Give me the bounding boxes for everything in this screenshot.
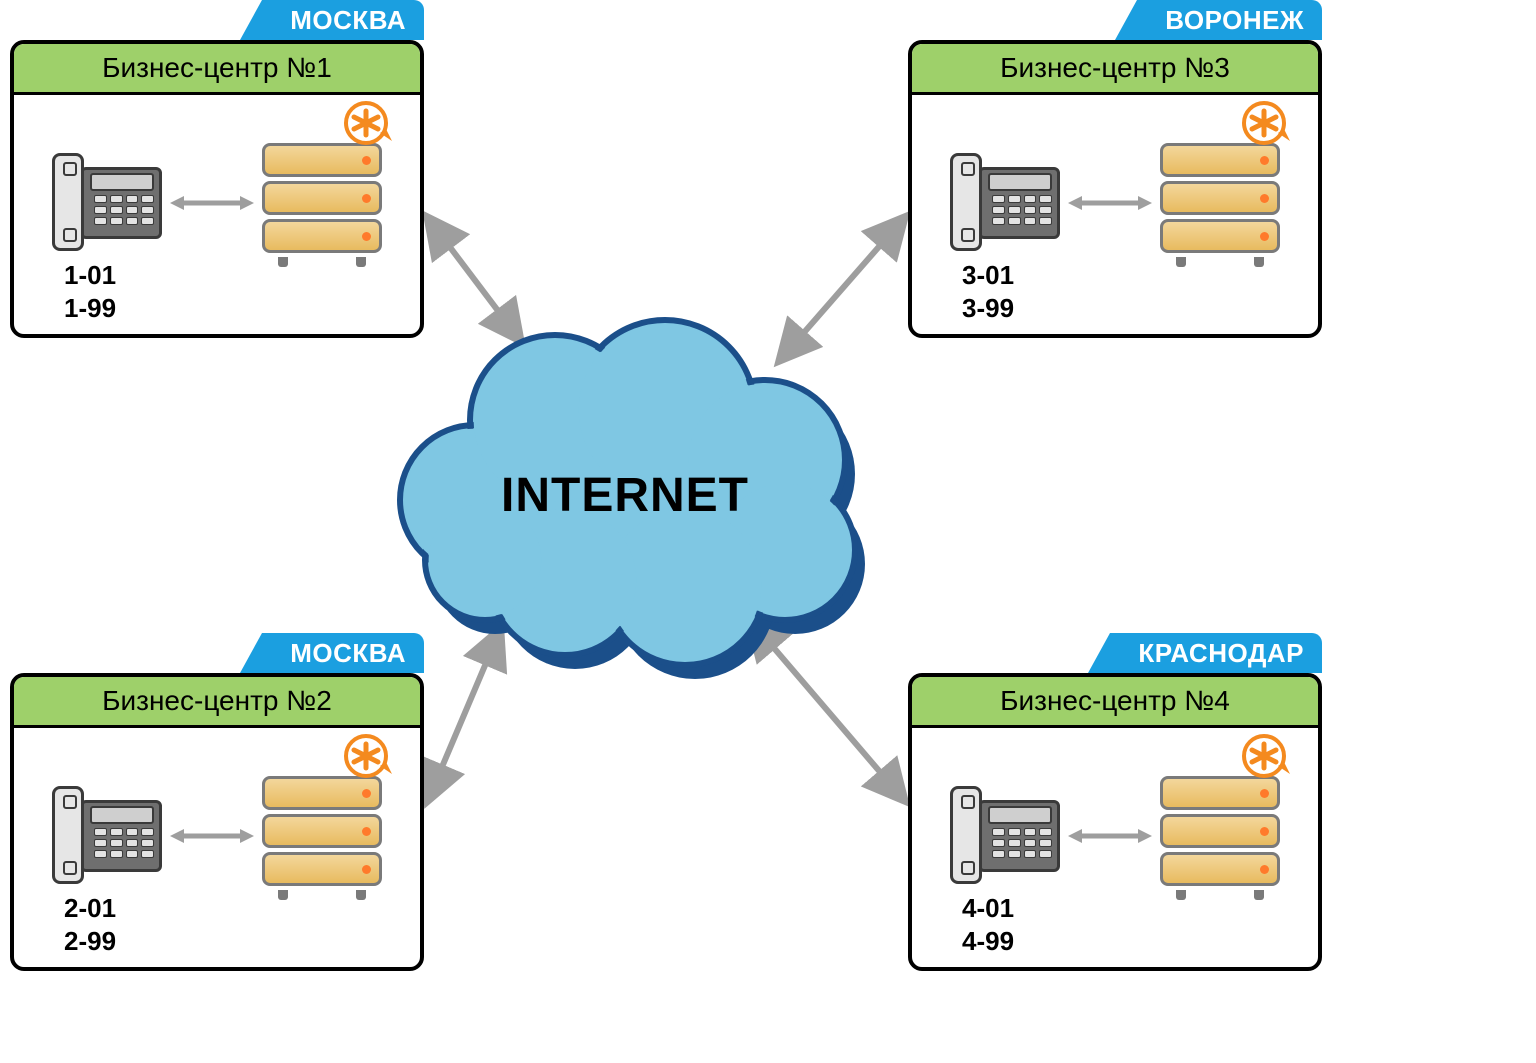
- card-title: Бизнес-центр №4: [912, 677, 1318, 728]
- ext-from: 4-01: [962, 892, 1014, 925]
- phone-icon: [950, 786, 1060, 880]
- card-title: Бизнес-центр №3: [912, 44, 1318, 95]
- asterisk-icon: [1238, 99, 1290, 151]
- server-icon: [1160, 776, 1280, 900]
- site-card-bc1: МОСКВА Бизнес-центр №1: [10, 0, 424, 298]
- extension-range: 1-01 1-99: [64, 259, 116, 324]
- card-frame: Бизнес-центр №2: [10, 673, 424, 971]
- ext-to: 1-99: [64, 292, 116, 325]
- ext-from: 1-01: [64, 259, 116, 292]
- site-card-bc3: ВОРОНЕЖ Бизнес-центр №3: [908, 0, 1322, 298]
- asterisk-icon: [340, 99, 392, 151]
- city-tab: ВОРОНЕЖ: [1137, 0, 1322, 40]
- card-body: 4-01 4-99: [912, 728, 1318, 967]
- ext-from: 3-01: [962, 259, 1014, 292]
- card-title: Бизнес-центр №1: [14, 44, 420, 95]
- extension-range: 3-01 3-99: [962, 259, 1014, 324]
- card-title: Бизнес-центр №2: [14, 677, 420, 728]
- phone-icon: [52, 153, 162, 247]
- server-icon: [262, 776, 382, 900]
- card-body: 1-01 1-99: [14, 95, 420, 334]
- card-frame: Бизнес-центр №4: [908, 673, 1322, 971]
- card-frame: Бизнес-центр №1: [10, 40, 424, 338]
- phone-server-arrow-icon: [1068, 828, 1152, 844]
- city-tab: КРАСНОДАР: [1110, 633, 1322, 673]
- ext-to: 2-99: [64, 925, 116, 958]
- city-tab: МОСКВА: [262, 0, 424, 40]
- phone-server-arrow-icon: [170, 828, 254, 844]
- connection-arrow-bc3: [780, 218, 904, 360]
- site-card-bc2: МОСКВА Бизнес-центр №2: [10, 633, 424, 931]
- card-frame: Бизнес-центр №3: [908, 40, 1322, 338]
- phone-server-arrow-icon: [1068, 195, 1152, 211]
- phone-server-arrow-icon: [170, 195, 254, 211]
- phone-icon: [52, 786, 162, 880]
- asterisk-icon: [1238, 732, 1290, 784]
- ext-to: 4-99: [962, 925, 1014, 958]
- diagram-root: { "type": "network", "canvas": { "width"…: [0, 0, 1536, 1063]
- ext-from: 2-01: [64, 892, 116, 925]
- connection-arrow-bc1: [428, 218, 520, 340]
- card-body: 3-01 3-99: [912, 95, 1318, 334]
- city-tab: МОСКВА: [262, 633, 424, 673]
- site-card-bc4: КРАСНОДАР Бизнес-центр №4: [908, 633, 1322, 931]
- asterisk-icon: [340, 732, 392, 784]
- extension-range: 4-01 4-99: [962, 892, 1014, 957]
- connection-arrow-bc2: [428, 630, 500, 800]
- ext-to: 3-99: [962, 292, 1014, 325]
- internet-label: INTERNET: [500, 468, 750, 523]
- extension-range: 2-01 2-99: [64, 892, 116, 957]
- connection-arrow-bc4: [750, 620, 904, 800]
- server-icon: [1160, 143, 1280, 267]
- card-body: 2-01 2-99: [14, 728, 420, 967]
- phone-icon: [950, 153, 1060, 247]
- server-icon: [262, 143, 382, 267]
